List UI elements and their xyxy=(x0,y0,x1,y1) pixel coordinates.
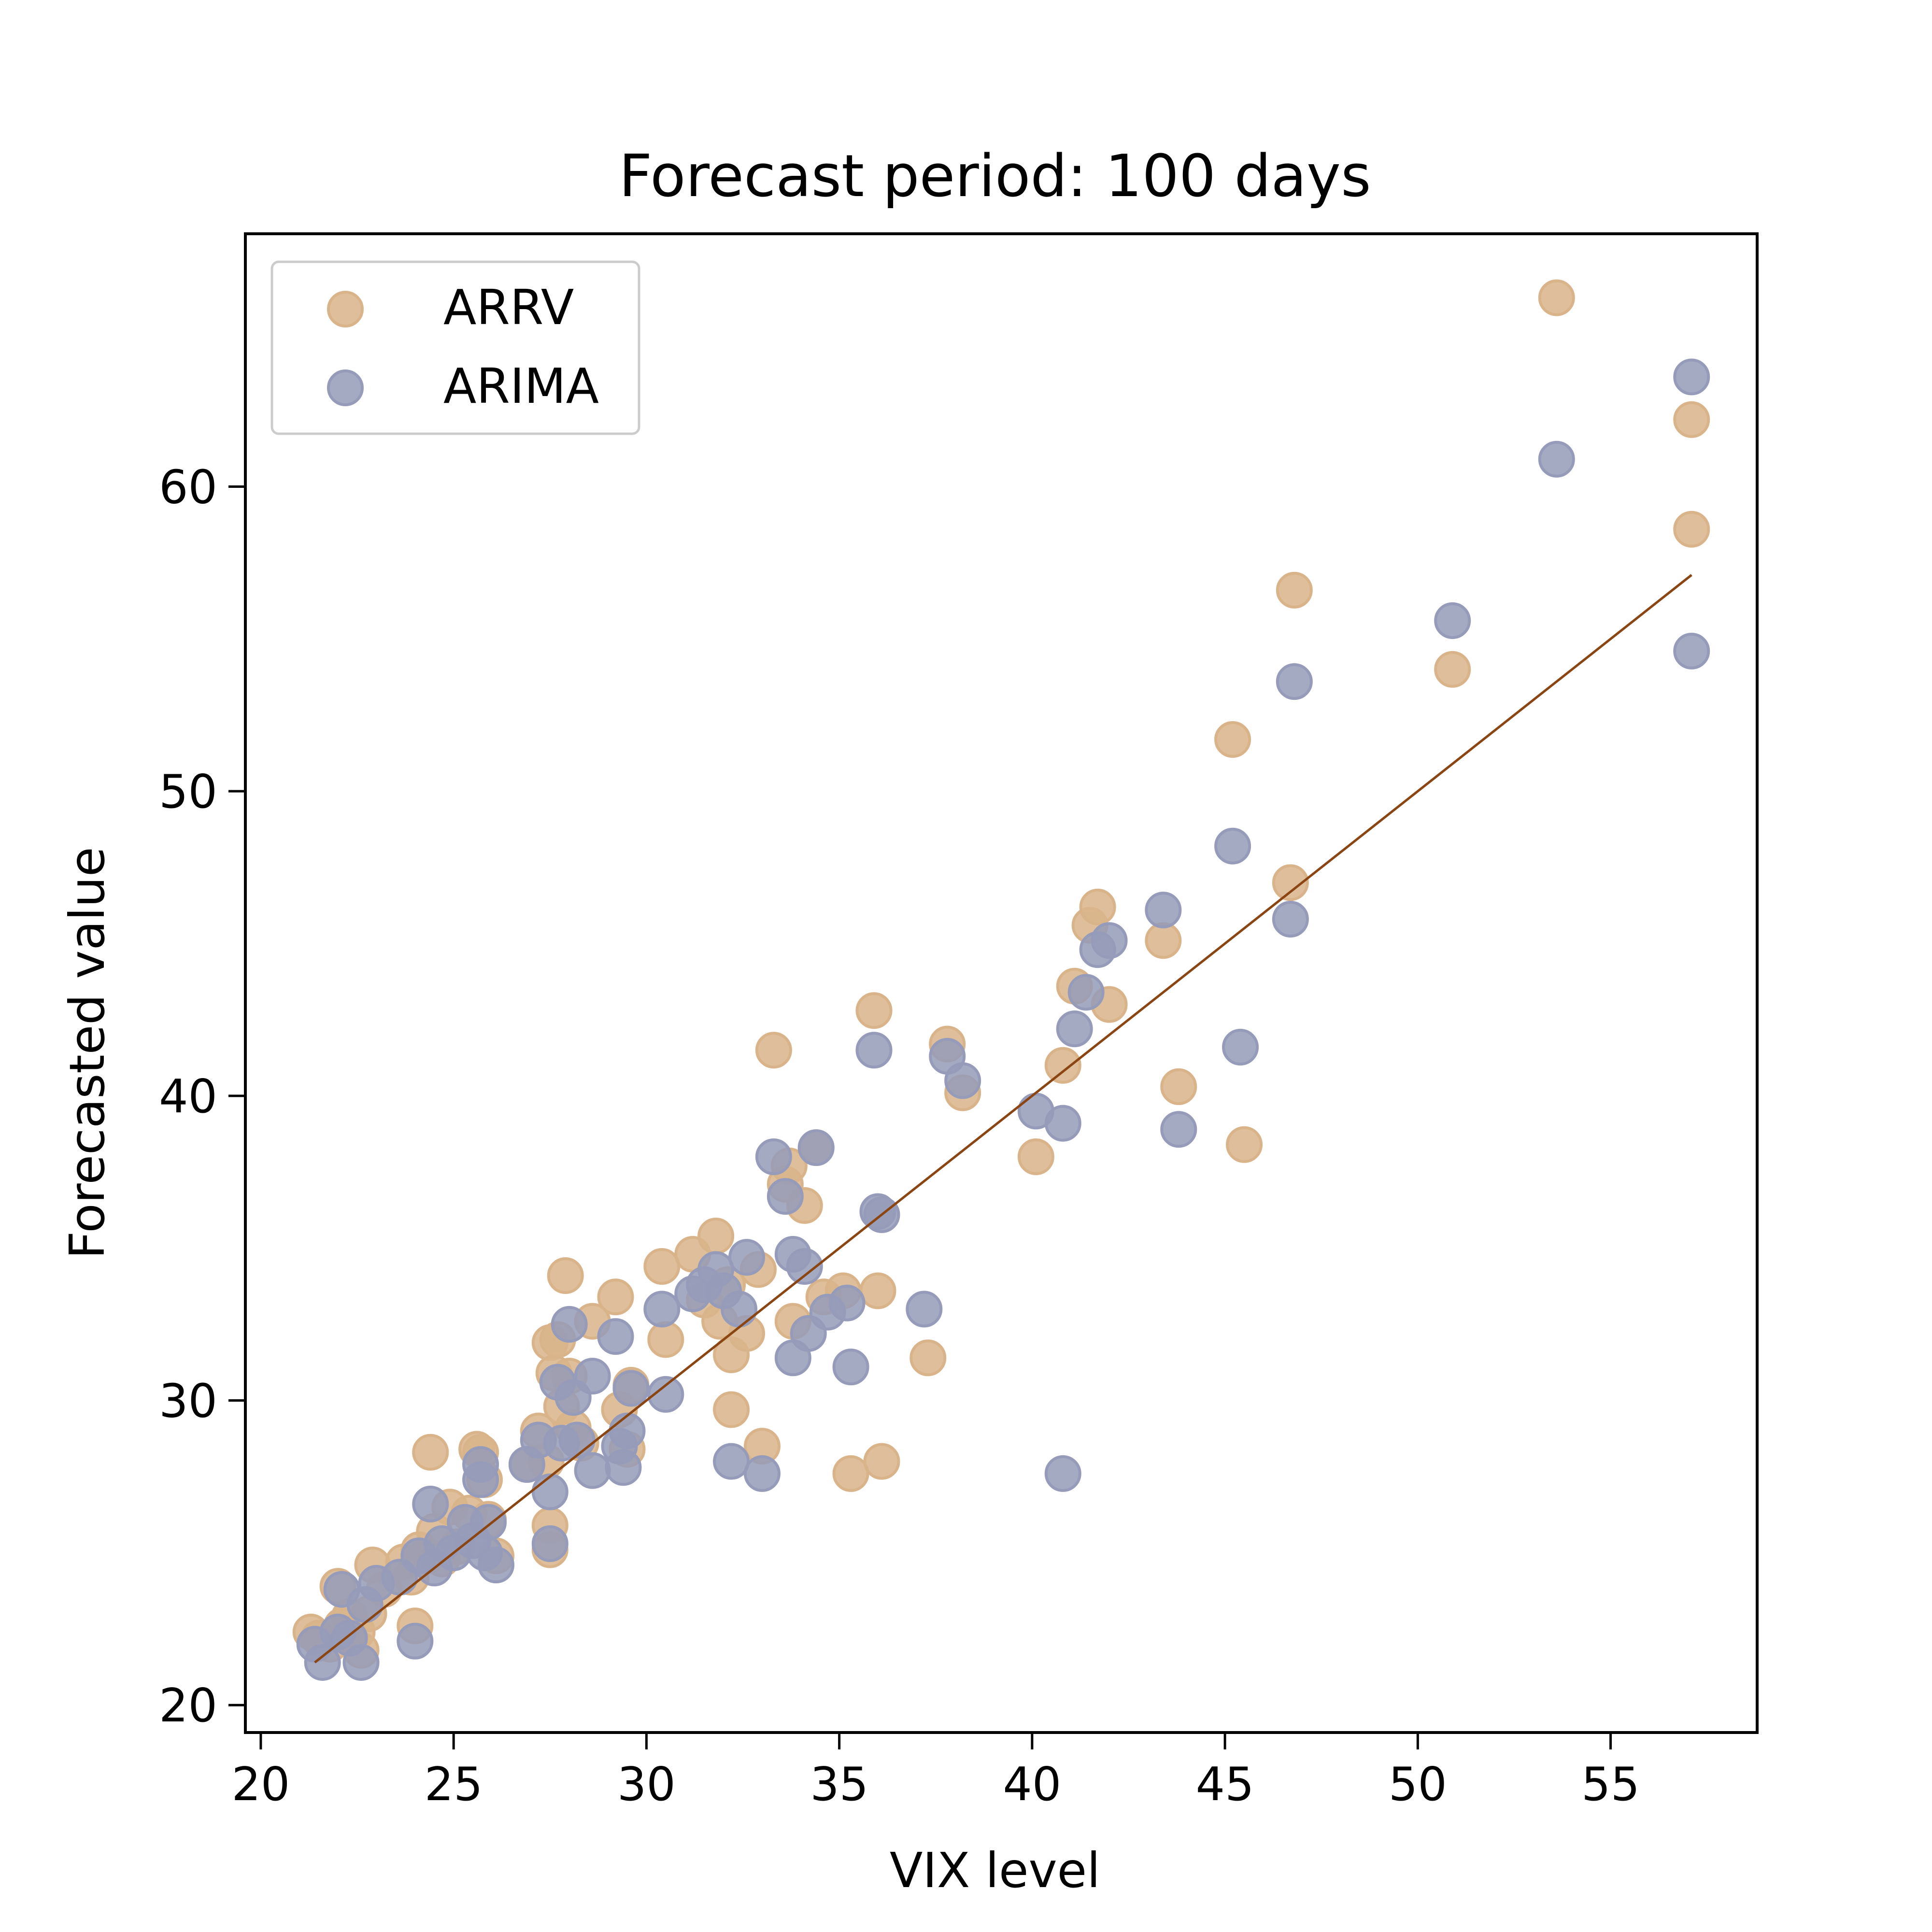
data-point-arima xyxy=(797,1129,835,1166)
data-point-arima xyxy=(1044,1105,1081,1142)
data-point-arrv xyxy=(1226,1126,1263,1163)
data-point-arrv xyxy=(1673,401,1710,438)
data-point-arima xyxy=(1056,1010,1093,1048)
data-point-arrv xyxy=(713,1391,750,1428)
data-point-arrv xyxy=(597,1279,634,1316)
x-tick-label: 45 xyxy=(1196,1758,1254,1811)
data-point-arima xyxy=(855,1032,893,1069)
data-point-arrv xyxy=(1276,571,1313,609)
diagonal-line xyxy=(314,574,1692,1663)
data-point-arima xyxy=(1272,901,1309,938)
y-tick-label: 30 xyxy=(159,1375,217,1428)
data-point-arrv xyxy=(697,1217,735,1254)
data-point-arima xyxy=(304,1644,341,1681)
x-tick-label: 30 xyxy=(617,1758,676,1811)
data-point-arima xyxy=(728,1239,766,1276)
data-point-arrv xyxy=(1214,721,1251,758)
data-point-arima xyxy=(721,1291,758,1328)
x-axis-ticks: 20 25 30 35 40 45 50 55 xyxy=(231,1733,1640,1811)
legend-label-arima: ARIMA xyxy=(443,358,599,414)
data-point-arrv xyxy=(863,1443,900,1480)
data-point-arrv xyxy=(647,1321,684,1358)
plot-area-frame xyxy=(244,232,1759,1734)
data-point-arrv xyxy=(1434,651,1471,688)
data-point-arrv xyxy=(755,1032,792,1069)
data-point-arima xyxy=(828,1284,866,1321)
x-tick-label: 35 xyxy=(810,1758,868,1811)
data-point-arima xyxy=(743,1455,781,1492)
x-tick-label: 20 xyxy=(231,1758,290,1811)
legend: ARRV ARIMA xyxy=(270,260,640,435)
x-axis-label: VIX level xyxy=(890,1842,1100,1899)
y-axis-ticks: 20 30 40 50 60 xyxy=(159,461,245,1733)
data-point-arrv xyxy=(547,1257,584,1294)
data-point-arrv xyxy=(1017,1138,1054,1175)
data-point-arima xyxy=(551,1306,588,1343)
data-point-arima xyxy=(755,1138,792,1175)
legend-marker-arima xyxy=(327,369,364,406)
data-point-arrv xyxy=(909,1339,947,1377)
y-tick-label: 60 xyxy=(159,461,217,514)
data-point-arima xyxy=(1067,974,1105,1011)
x-tick-label: 25 xyxy=(425,1758,483,1811)
data-point-arrv xyxy=(855,992,893,1029)
data-point-arima xyxy=(397,1622,434,1660)
data-point-arima xyxy=(832,1349,869,1386)
data-point-arrv xyxy=(412,1434,449,1471)
data-point-arima xyxy=(767,1178,804,1215)
x-tick-label: 50 xyxy=(1389,1758,1447,1811)
data-point-arima xyxy=(1091,922,1128,959)
data-point-arima xyxy=(1214,827,1251,865)
chart-title: Forecast period: 100 days xyxy=(619,143,1371,210)
legend-box xyxy=(270,260,640,435)
data-point-arima xyxy=(531,1473,568,1510)
data-point-arima xyxy=(1222,1028,1259,1065)
data-point-arima xyxy=(1160,1111,1197,1148)
data-point-arrv xyxy=(1145,922,1182,959)
data-point-arima xyxy=(597,1318,634,1355)
y-tick-label: 20 xyxy=(159,1679,217,1733)
data-point-arima xyxy=(574,1358,611,1395)
data-point-arima xyxy=(647,1376,684,1413)
data-point-arima xyxy=(643,1291,681,1328)
data-point-arima xyxy=(462,1461,499,1498)
legend-label-arrv: ARRV xyxy=(443,279,574,336)
data-point-arima xyxy=(531,1525,568,1562)
data-point-arrv xyxy=(1160,1068,1197,1105)
data-point-arima xyxy=(558,1421,596,1459)
data-point-arima xyxy=(944,1062,981,1099)
data-point-arrv xyxy=(1538,279,1575,316)
data-point-arima xyxy=(1673,358,1710,396)
data-point-arima xyxy=(1673,633,1710,670)
data-point-arrv xyxy=(643,1248,681,1285)
data-point-arima xyxy=(412,1485,449,1522)
x-tick-label: 40 xyxy=(1003,1758,1061,1811)
y-tick-label: 50 xyxy=(159,766,217,819)
data-point-arima xyxy=(609,1412,646,1449)
data-point-arima xyxy=(605,1449,642,1486)
data-point-arima xyxy=(1145,892,1182,929)
data-point-arima xyxy=(1276,663,1313,700)
data-point-arima xyxy=(478,1547,515,1584)
data-point-arrv xyxy=(1673,511,1710,548)
data-point-arima xyxy=(1044,1455,1081,1492)
data-point-arima xyxy=(786,1248,823,1285)
data-point-arima xyxy=(612,1370,650,1407)
data-point-arrv xyxy=(859,1272,896,1309)
data-point-arima xyxy=(1434,602,1471,639)
x-tick-label: 55 xyxy=(1581,1758,1640,1811)
y-axis-label: Forecasted value xyxy=(59,847,115,1259)
data-point-arima xyxy=(713,1443,750,1480)
data-point-arima xyxy=(906,1291,943,1328)
data-point-arima xyxy=(342,1644,380,1681)
data-point-arrv xyxy=(1044,1047,1081,1084)
data-point-arrv xyxy=(1079,888,1116,925)
y-tick-label: 40 xyxy=(159,1070,217,1123)
data-point-arrv xyxy=(832,1455,869,1492)
legend-marker-arrv xyxy=(327,291,364,327)
data-point-arrv xyxy=(1272,864,1309,901)
data-point-arima xyxy=(1538,440,1575,478)
data-point-arima xyxy=(574,1452,611,1489)
